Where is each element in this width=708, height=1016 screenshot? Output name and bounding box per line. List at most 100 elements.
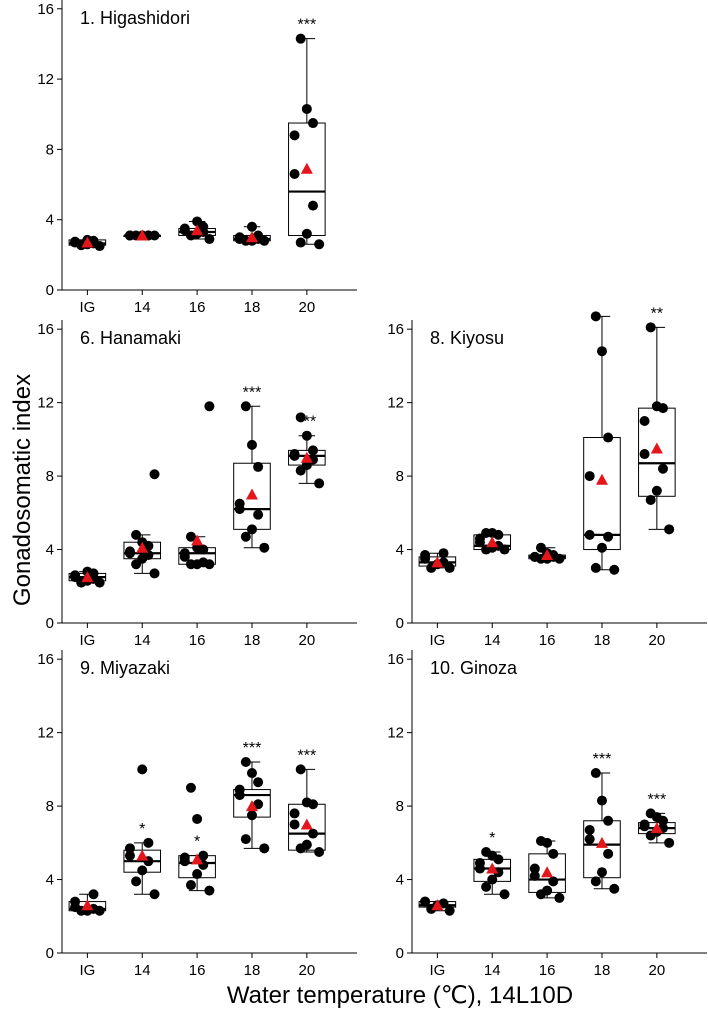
mean-marker [81, 899, 94, 911]
x-tick-label: 18 [244, 632, 261, 649]
mean-marker [486, 536, 499, 548]
significance-label: *** [648, 791, 667, 808]
x-tick-label: 16 [189, 962, 206, 979]
data-point [487, 874, 498, 885]
data-point [295, 237, 306, 248]
data-point [651, 401, 662, 412]
data-point [645, 322, 656, 333]
x-tick-label: 14 [134, 299, 151, 316]
x-tick-label: 16 [539, 632, 556, 649]
data-point [124, 850, 135, 861]
y-tick-label: 0 [396, 945, 404, 962]
data-point [185, 880, 196, 891]
data-point [590, 876, 601, 887]
data-point [596, 346, 607, 357]
data-point [246, 810, 257, 821]
data-point [295, 33, 306, 44]
data-point [596, 867, 607, 878]
mean-marker [541, 866, 554, 878]
data-point [192, 869, 203, 880]
data-point [259, 542, 270, 553]
data-point [143, 837, 154, 848]
data-point [185, 531, 196, 542]
data-point [192, 813, 203, 824]
data-point [301, 797, 312, 808]
data-point [131, 876, 142, 887]
data-point [185, 782, 196, 793]
mean-marker [245, 231, 258, 243]
data-point [639, 449, 650, 460]
data-point [307, 828, 318, 839]
data-point [307, 200, 318, 211]
y-tick-label: 4 [46, 212, 54, 229]
y-tick-label: 0 [46, 615, 54, 632]
data-point [198, 850, 209, 861]
mean-marker [595, 473, 608, 485]
mean-marker [136, 541, 149, 553]
box-iqr [233, 462, 271, 530]
x-tick-label: 20 [299, 962, 316, 979]
data-point [234, 784, 245, 795]
data-point [295, 412, 306, 423]
significance-label: *** [593, 751, 612, 768]
mean-marker [431, 556, 444, 568]
mean-marker [595, 836, 608, 848]
mean-marker [245, 800, 258, 812]
data-point [149, 568, 160, 579]
data-point [529, 863, 540, 874]
data-point [289, 169, 300, 179]
panel-2: 0 4 8 12 16 6. Hanamaki IG 14 16 18 *** 20 *** [37, 320, 357, 649]
data-point [179, 223, 190, 234]
data-point [289, 808, 300, 819]
x-tick-label: 20 [649, 962, 666, 979]
data-point [609, 883, 620, 894]
data-point [481, 881, 492, 892]
data-point [124, 230, 135, 241]
data-point [253, 777, 264, 788]
data-point [603, 848, 614, 859]
data-point [253, 509, 264, 520]
mean-marker [245, 488, 258, 500]
data-point [179, 852, 190, 863]
data-point [240, 834, 251, 845]
data-point [307, 445, 318, 456]
data-point [535, 835, 546, 846]
data-point [639, 416, 650, 426]
data-point [548, 876, 559, 887]
data-point [234, 232, 245, 243]
y-tick-label: 8 [46, 798, 54, 815]
x-tick-label: IG [429, 632, 445, 649]
x-tick-label: IG [79, 962, 95, 979]
data-point [590, 562, 601, 573]
panel-title: 8. Kiyosu [430, 328, 504, 348]
y-tick-label: 16 [37, 321, 54, 338]
x-axis-label: Water temperature (℃), 14L10D [227, 982, 573, 1009]
data-point [88, 889, 99, 900]
significance-label: *** [298, 414, 317, 431]
data-point [70, 570, 81, 581]
mean-marker [136, 849, 149, 861]
panel-5: 0 4 8 12 16 10. Ginoza IG 14 * 16 18 *** 20 *** [387, 650, 707, 979]
data-point [554, 892, 565, 903]
data-point [584, 834, 595, 845]
data-point [603, 432, 614, 443]
data-point [645, 494, 656, 505]
data-point [204, 885, 215, 896]
mean-marker [541, 549, 554, 561]
x-tick-label: 18 [594, 632, 611, 649]
x-tick-label: 16 [189, 632, 206, 649]
y-tick-label: 0 [396, 615, 404, 632]
data-point [289, 449, 300, 460]
x-tick-label: 16 [539, 962, 556, 979]
data-point [657, 463, 668, 474]
panel-3: 0 4 8 12 16 8. Kiyosu IG 14 16 18 20 ** [387, 305, 707, 649]
x-tick-label: IG [79, 632, 95, 649]
data-point [314, 239, 325, 250]
x-tick-label: 18 [244, 299, 261, 316]
data-point [664, 524, 675, 535]
mean-marker [300, 818, 313, 830]
data-point [499, 889, 510, 900]
y-axis-label: Gonadosomatic index [9, 374, 36, 606]
data-point [234, 498, 245, 509]
data-point [639, 819, 650, 830]
